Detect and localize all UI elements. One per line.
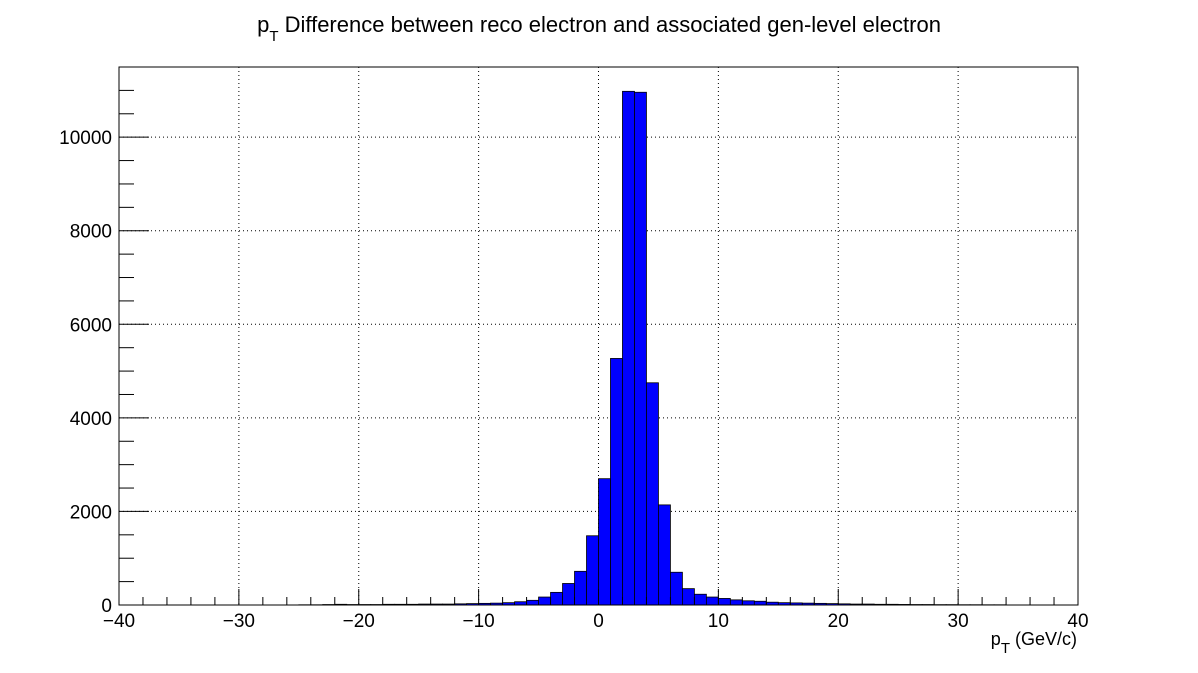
chart-title: pT Difference between reco electron and … [257, 12, 941, 45]
histogram-bar [646, 382, 659, 606]
axis-ticks [118, 66, 1079, 606]
histogram-bar [574, 570, 587, 606]
y-tick-label: 0 [101, 596, 112, 617]
histogram-bar [598, 478, 611, 606]
y-tick-label: 10000 [59, 128, 112, 149]
histogram-bar [705, 596, 719, 606]
x-tick-label: 10 [708, 611, 729, 632]
x-tick-label: 0 [593, 611, 604, 632]
x-tick-label: −40 [103, 611, 135, 632]
chart-title-text: Difference between reco electron and ass… [278, 12, 940, 37]
histogram-bar [622, 90, 635, 606]
x-axis-label-subscript: T [1001, 640, 1010, 657]
histogram-bar [526, 599, 539, 606]
histogram-bar [741, 600, 755, 606]
x-tick-labels: −40 −30 −20 −10 0 10 20 30 40 [103, 611, 1089, 632]
y-tick-labels: 0 2000 4000 6000 8000 10000 [59, 128, 112, 617]
x-tick-label: −20 [343, 611, 375, 632]
chart-title-subscript: T [269, 28, 278, 45]
histogram-bar [694, 593, 707, 606]
histogram-bar [729, 599, 743, 606]
y-tick-label: 2000 [70, 502, 112, 523]
x-tick-label: 20 [828, 611, 849, 632]
histogram-bar [610, 358, 623, 606]
x-axis-label-p: p [991, 629, 1001, 649]
histogram-bar [682, 588, 695, 606]
histogram-bar [634, 91, 647, 606]
x-axis-label-unit: (GeV/c) [1010, 629, 1077, 649]
y-tick-label: 4000 [70, 409, 112, 430]
histogram-bar [550, 591, 563, 606]
histogram-bar [753, 600, 767, 606]
histogram-bar [670, 571, 683, 606]
x-axis-label: pT (GeV/c) [991, 629, 1077, 657]
histogram-bar [658, 504, 671, 606]
histogram-bar [717, 598, 731, 606]
histogram-bar [586, 535, 599, 606]
x-tick-label: −10 [463, 611, 495, 632]
chart-title-p: p [257, 12, 269, 37]
histogram-bar [562, 583, 575, 606]
histogram-bar [538, 596, 551, 606]
x-tick-label: 30 [948, 611, 969, 632]
y-tick-label: 6000 [70, 315, 112, 336]
x-tick-label: −30 [223, 611, 255, 632]
y-tick-label: 8000 [70, 222, 112, 243]
x-tick-label: 40 [1067, 611, 1088, 632]
